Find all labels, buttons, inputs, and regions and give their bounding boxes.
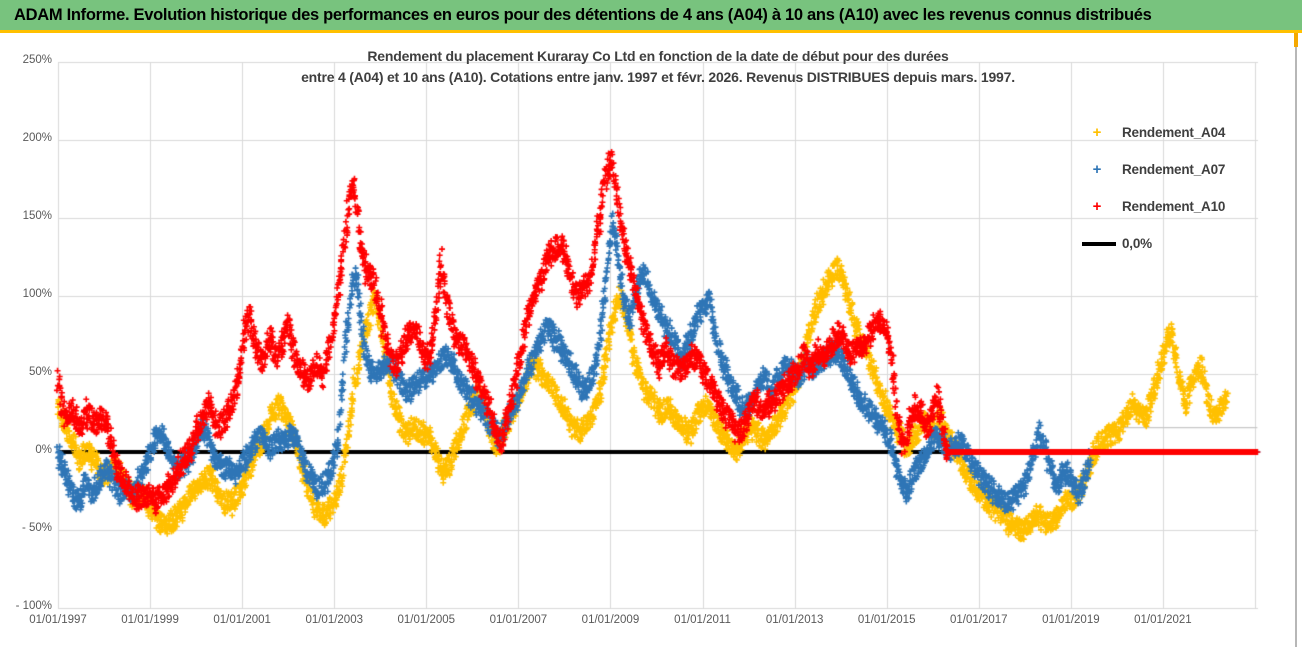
chart-right-border — [1295, 33, 1297, 647]
x-axis-tick-label: 01/01/1999 — [121, 614, 179, 626]
y-axis-tick-label: - 50% — [21, 522, 52, 534]
legend-item: 0,0% — [1082, 225, 1225, 262]
x-axis-tick-label: 01/01/2015 — [857, 614, 916, 626]
legend-line-marker-icon — [1082, 241, 1116, 246]
legend-plus-marker-icon: + — [1092, 161, 1102, 178]
x-axis-tick-label: 01/01/2021 — [1134, 614, 1192, 626]
legend-item-label: Rendement_A07 — [1122, 162, 1226, 177]
chart-title-line1: Rendement du placement Kuraray Co Ltd en… — [367, 48, 949, 64]
legend-item-label: Rendement_A04 — [1122, 125, 1226, 140]
y-axis-tick-label: - 100% — [15, 600, 52, 612]
x-axis-tick-label: 01/01/2011 — [674, 614, 731, 626]
x-axis-tick-label: 01/01/1997 — [29, 614, 87, 626]
x-axis-tick-label: 01/01/2009 — [581, 614, 640, 626]
chart-title-line2: entre 4 (A04) et 10 ans (A10). Cotations… — [301, 69, 1015, 85]
legend-item: + Rendement_A04 — [1082, 114, 1226, 151]
legend-item: + Rendement_A07 — [1082, 151, 1226, 188]
x-axis-tick-label: 01/01/2005 — [397, 614, 456, 626]
header-banner: ADAM Informe. Evolution historique des p… — [0, 0, 1302, 30]
y-axis-tick-label: 200% — [22, 132, 52, 144]
legend-item: + Rendement_A10 — [1082, 188, 1226, 225]
legend-plus-marker-icon: + — [1092, 124, 1102, 141]
legend-item-label: 0,0% — [1122, 236, 1152, 251]
y-axis-tick-label: 150% — [22, 210, 52, 222]
header-title: ADAM Informe. Evolution historique des p… — [14, 5, 1152, 24]
x-axis-tick-label: 01/01/2001 — [213, 614, 271, 626]
y-axis-tick-label: 0% — [35, 444, 52, 456]
x-axis-tick-label: 01/01/2007 — [489, 614, 548, 626]
legend-plus-marker-icon: + — [1092, 198, 1102, 215]
legend-item-label: Rendement_A10 — [1122, 199, 1226, 214]
gold-border-sliver — [1294, 33, 1298, 47]
y-axis-tick-label: 250% — [22, 54, 52, 66]
header-underline — [0, 30, 1302, 33]
x-axis-tick-label: 01/01/2019 — [1042, 614, 1100, 626]
x-axis-tick-label: 01/01/2013 — [765, 614, 824, 626]
y-axis-tick-label: 50% — [28, 366, 52, 378]
y-axis-tick-label: 100% — [22, 288, 52, 300]
x-axis-tick-label: 01/01/2017 — [949, 614, 1008, 626]
chart-legend: + Rendement_A04 + Rendement_A07 + Rendement_A… — [1082, 114, 1225, 262]
chart-title: Rendement du placement Kuraray Co Ltd en… — [58, 46, 1258, 88]
x-axis-tick-label: 01/01/2003 — [305, 614, 363, 626]
